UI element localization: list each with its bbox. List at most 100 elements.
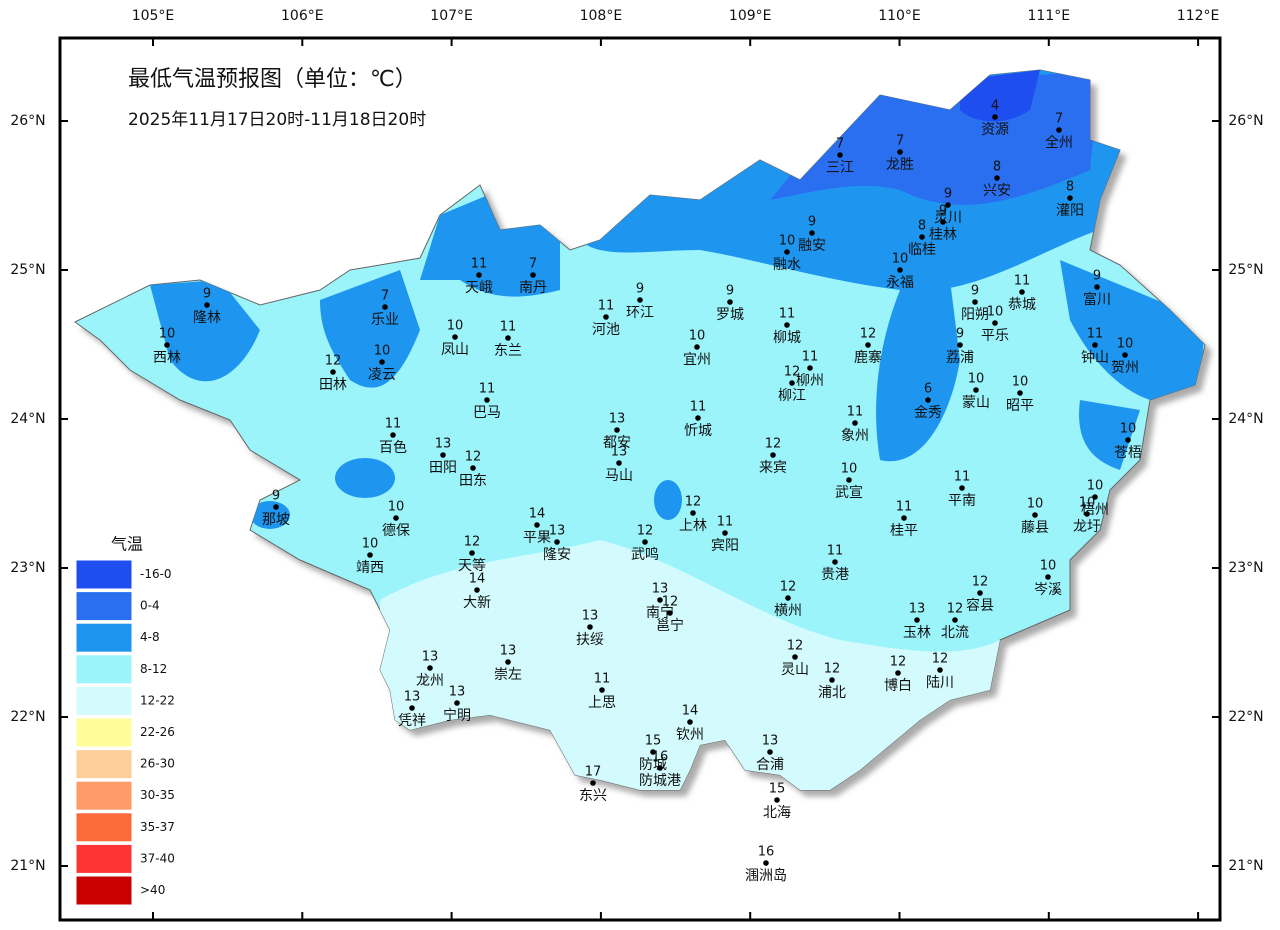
- station-name: 恭城: [1008, 297, 1036, 313]
- latitude-label: 21°N: [10, 858, 45, 874]
- legend-swatch: [75, 622, 133, 653]
- station-name: 凌云: [368, 367, 396, 383]
- station-dot: [554, 539, 560, 545]
- station-value: 11: [847, 405, 864, 420]
- station-dot: [637, 297, 643, 303]
- station-value: 11: [385, 417, 402, 432]
- legend-swatch: [75, 843, 133, 874]
- station-dot: [330, 369, 336, 375]
- station-name: 桂林: [929, 227, 957, 243]
- station-value: 10: [1027, 497, 1044, 512]
- station-value: 7: [1055, 112, 1063, 127]
- station-name: 北流: [941, 625, 969, 641]
- station-value: 15: [645, 734, 662, 749]
- station-value: 10: [968, 372, 985, 387]
- station-dot: [1094, 284, 1100, 290]
- station-name: 灵山: [781, 662, 809, 678]
- legend-swatch: [75, 780, 133, 811]
- station-value: 12: [890, 655, 907, 670]
- station-value: 10: [362, 537, 379, 552]
- station-dot: [763, 860, 769, 866]
- station-name: 融安: [798, 238, 826, 254]
- station-value: 7: [529, 257, 537, 272]
- legend-swatch: [75, 591, 133, 622]
- station-dot: [829, 677, 835, 683]
- station-name: 三江: [826, 160, 854, 176]
- station-value: 7: [381, 289, 389, 304]
- station-value: 12: [824, 662, 841, 677]
- station-name: 贺州: [1111, 360, 1139, 376]
- station-name: 天等: [458, 557, 486, 574]
- station-dot: [1017, 390, 1023, 396]
- station-value: 9: [939, 204, 947, 219]
- station-dot: [505, 335, 511, 341]
- station-name: 北海: [763, 805, 791, 821]
- legend-label: 35-37: [140, 820, 175, 834]
- station-dot: [925, 397, 931, 403]
- legend-label: 26-30: [140, 757, 175, 771]
- station-value: 13: [435, 437, 452, 452]
- station-name: 崇左: [494, 667, 522, 683]
- station-name: 龙胜: [886, 157, 914, 173]
- longitude-label: 110°E: [878, 8, 921, 24]
- station-dot: [476, 272, 482, 278]
- station-name: 武鸣: [631, 546, 659, 563]
- station-value: 12: [685, 495, 702, 510]
- station-value: 7: [836, 137, 844, 152]
- station-value: 10: [388, 500, 405, 515]
- map-title: 最低气温预报图（单位：℃）: [128, 67, 417, 92]
- station-dot: [1056, 127, 1062, 133]
- station-dot: [687, 719, 693, 725]
- station-value: 8: [1066, 180, 1074, 195]
- station-name: 天峨: [465, 280, 493, 296]
- station-name: 扶绥: [576, 632, 604, 648]
- station-value: 9: [944, 187, 952, 202]
- station-name: 资源: [981, 122, 1009, 138]
- legend-swatch: [75, 717, 133, 748]
- station-name: 南丹: [519, 280, 547, 296]
- station-dot: [1092, 342, 1098, 348]
- station-value: 14: [469, 572, 486, 587]
- station-name: 凭祥: [398, 713, 426, 729]
- station-dot: [382, 304, 388, 310]
- station-name: 兴安: [983, 183, 1011, 199]
- station-dot: [440, 452, 446, 458]
- station-name: 荔浦: [946, 350, 974, 366]
- station-value: 13: [449, 685, 466, 700]
- station-dot: [657, 765, 663, 771]
- station-dot: [952, 617, 958, 623]
- station-value: 12: [784, 365, 801, 380]
- station-name: 乐业: [371, 312, 399, 328]
- station-name: 德保: [382, 523, 410, 539]
- station-name: 钟山: [1081, 349, 1109, 366]
- station-dot: [792, 654, 798, 660]
- station-name: 隆安: [543, 547, 571, 563]
- station-name: 容县: [966, 597, 994, 614]
- station-name: 平南: [948, 493, 976, 509]
- station-name: 阳朔: [961, 307, 989, 323]
- station-dot: [901, 515, 907, 521]
- station-value: 11: [896, 500, 913, 515]
- station-name: 都安: [603, 435, 631, 451]
- station-value: 13: [909, 602, 926, 617]
- map-subtitle: 2025年11月17日20时-11月18日20时: [128, 110, 426, 130]
- station-dot: [1019, 289, 1025, 295]
- station-name: 富川: [1083, 291, 1111, 308]
- station-value: 12: [464, 535, 481, 550]
- station-dot: [1084, 511, 1090, 517]
- station-dot: [614, 427, 620, 433]
- station-dot: [945, 202, 951, 208]
- station-value: 7: [896, 134, 904, 149]
- station-name: 涠洲岛: [745, 868, 787, 884]
- station-name: 平乐: [981, 328, 1009, 344]
- station-value: 10: [374, 344, 391, 359]
- station-dot: [469, 550, 475, 556]
- station-dot: [784, 322, 790, 328]
- station-name: 来宾: [759, 460, 787, 476]
- station-value: 11: [594, 672, 611, 687]
- station-name: 灌阳: [1056, 203, 1084, 219]
- station-value: 9: [1093, 269, 1101, 284]
- station-dot: [832, 559, 838, 565]
- station-value: 9: [808, 215, 816, 230]
- latitude-label: 21°N: [1228, 858, 1263, 874]
